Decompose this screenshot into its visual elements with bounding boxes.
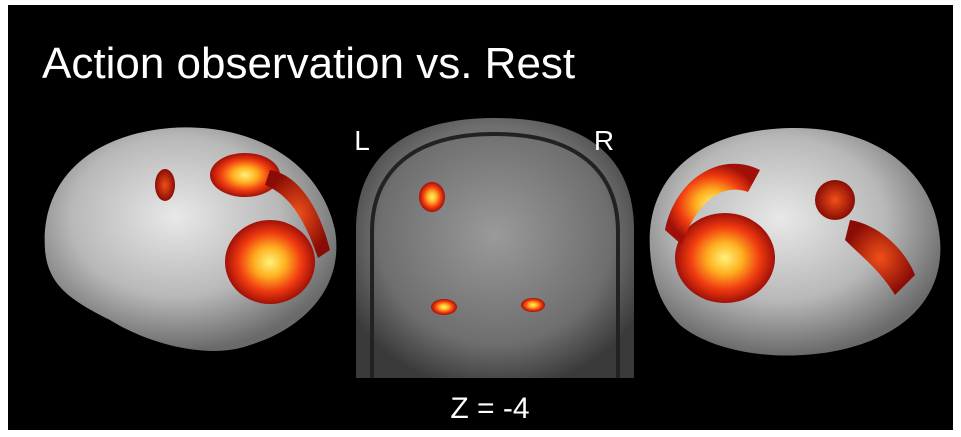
slice-caption: Z = -4 xyxy=(450,392,529,425)
right-hemisphere xyxy=(650,128,941,356)
title: Action observation vs. Rest xyxy=(42,39,575,88)
activation xyxy=(155,169,175,201)
left-label: L xyxy=(354,125,370,156)
activation xyxy=(431,299,457,315)
figure: Action observation vs. Rest L R Z = -4 xyxy=(0,0,961,437)
right-label: R xyxy=(594,125,614,156)
slice-image xyxy=(356,118,634,378)
activation xyxy=(675,213,775,303)
activation xyxy=(225,220,315,304)
activation xyxy=(815,180,855,220)
activation xyxy=(521,298,545,312)
activation xyxy=(419,182,445,212)
page: Action observation vs. Rest L R Z = -4 (… xyxy=(0,0,961,437)
